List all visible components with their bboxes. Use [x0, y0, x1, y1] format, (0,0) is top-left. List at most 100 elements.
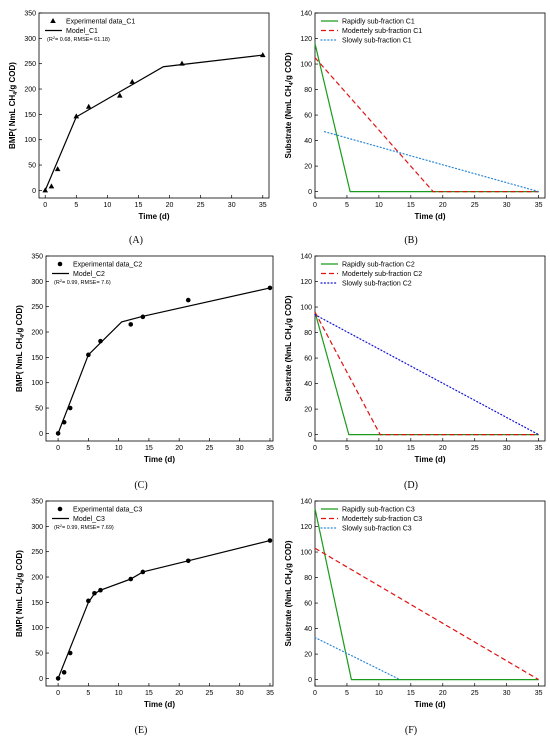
data-point: [259, 52, 266, 58]
x-axis-label: Time (d): [139, 212, 170, 221]
y-axis-label: Substrate (NmL CH4/g COD): [284, 295, 295, 401]
x-tick-label: 0: [56, 690, 60, 697]
y-tick-label: 200: [31, 330, 43, 337]
y-tick-label: 100: [24, 137, 36, 144]
y-tick-label: 140: [300, 499, 312, 506]
legend-label: Experimental data_C3: [73, 507, 142, 514]
y-tick-label: 40: [304, 381, 312, 388]
plot-frame: [314, 12, 546, 199]
series-line-2: [44, 54, 263, 191]
series-line-1: [314, 43, 539, 193]
x-tick-label: 20: [175, 445, 183, 452]
x-axis-label: Time (d): [415, 212, 446, 221]
y-tick-label: 0: [39, 431, 43, 438]
legend-marker: [57, 506, 63, 512]
x-tick-label: 35: [535, 690, 543, 697]
x-tick-label: 10: [115, 445, 123, 452]
panel-label: (B): [404, 235, 417, 246]
y-axis-label: Substrate (NmL CH4/g COD): [284, 540, 295, 646]
x-tick-label: 5: [86, 690, 90, 697]
y-tick-label: 250: [24, 61, 36, 68]
x-tick-label: 15: [145, 445, 153, 452]
y-tick-label: 200: [31, 575, 43, 582]
data-point: [54, 166, 61, 172]
legend-label: Experimental data_C1: [66, 19, 135, 26]
y-tick-label: 20: [304, 652, 312, 659]
x-tick-label: 0: [56, 445, 60, 452]
series-line-2: [314, 311, 539, 436]
fit-annotation: (R2= 0.99, RMSE= 7.69): [54, 523, 114, 531]
x-tick-label: 20: [175, 690, 183, 697]
y-tick-label: 0: [39, 676, 43, 683]
x-tick-label: 5: [74, 202, 78, 209]
y-tick-label: 120: [300, 36, 312, 43]
data-point: [73, 113, 80, 119]
y-tick-label: 150: [24, 112, 36, 119]
plot-frame: [314, 255, 546, 442]
y-tick-label: 20: [304, 164, 312, 171]
legend-label: Slowly sub-fraction C3: [342, 526, 412, 533]
series-line-2: [57, 539, 271, 679]
legend-label: Modertely sub-fraction C1: [342, 28, 422, 35]
x-tick-label: 30: [503, 445, 511, 452]
legend-marker: [50, 18, 56, 23]
legend-label: Rapidly sub-fraction C2: [342, 262, 415, 269]
data-point: [48, 183, 55, 189]
y-tick-label: 0: [308, 432, 312, 439]
y-tick-label: 50: [28, 163, 36, 170]
y-tick-label: 60: [304, 356, 312, 363]
y-tick-label: 150: [31, 355, 43, 362]
plot-frame: [38, 12, 270, 199]
y-tick-label: 150: [31, 600, 43, 607]
x-tick-label: 20: [166, 202, 174, 209]
data-point: [61, 670, 67, 675]
y-tick-label: 350: [24, 11, 36, 18]
y-tick-label: 40: [304, 626, 312, 633]
data-point: [117, 92, 123, 98]
panel-label: (F): [405, 725, 417, 736]
legend-marker: [57, 261, 63, 267]
x-axis-label: Time (d): [144, 700, 175, 709]
y-tick-label: 80: [304, 575, 312, 582]
legend-label: Modertely sub-fraction C3: [342, 516, 422, 523]
chart-panel-c: 0 5 10 15 20 25 30 35050100150200250300350Time …: [15, 254, 274, 492]
y-tick-label: 80: [304, 87, 312, 94]
x-tick-label: 15: [135, 202, 143, 209]
series-line-3: [314, 314, 540, 436]
x-tick-label: 10: [375, 445, 383, 452]
x-tick-label: 35: [266, 445, 274, 452]
y-tick-label: 20: [304, 407, 312, 414]
y-tick-label: 350: [31, 254, 43, 261]
y-tick-label: 120: [300, 279, 312, 286]
y-tick-label: 50: [35, 651, 43, 658]
x-tick-label: 25: [197, 202, 205, 209]
x-axis-label: Time (d): [415, 455, 446, 464]
y-tick-label: 100: [300, 62, 312, 69]
x-tick-label: 35: [259, 202, 267, 209]
series-line-3: [323, 131, 540, 193]
y-tick-label: 100: [31, 380, 43, 387]
panel-label: (A): [129, 235, 143, 246]
x-tick-label: 25: [471, 445, 479, 452]
series-line-2: [314, 57, 539, 193]
x-tick-label: 0: [43, 202, 47, 209]
legend-label: Slowly sub-fraction C2: [342, 281, 412, 288]
legend-label: Model_C3: [73, 516, 105, 523]
y-tick-label: 300: [24, 36, 36, 43]
y-tick-label: 300: [31, 524, 43, 531]
x-tick-label: 20: [439, 690, 447, 697]
x-tick-label: 10: [103, 202, 111, 209]
legend-label: Rapidly sub-fraction C3: [342, 507, 415, 514]
x-tick-label: 35: [266, 690, 274, 697]
y-tick-label: 100: [300, 550, 312, 557]
x-tick-label: 20: [439, 445, 447, 452]
x-tick-label: 30: [503, 202, 511, 209]
legend-label: Model_C2: [73, 271, 105, 278]
series-line-3: [314, 636, 401, 681]
x-tick-label: 10: [375, 690, 383, 697]
chart-panel-f: 0 5 10 15 20 25 30 35 0 20 40 60 80 100 120 140 Time (d)…: [284, 499, 546, 736]
data-point: [67, 405, 73, 411]
data-point: [128, 322, 134, 327]
legend-label: Model_C1: [66, 28, 98, 35]
y-tick-label: 0: [308, 189, 312, 196]
